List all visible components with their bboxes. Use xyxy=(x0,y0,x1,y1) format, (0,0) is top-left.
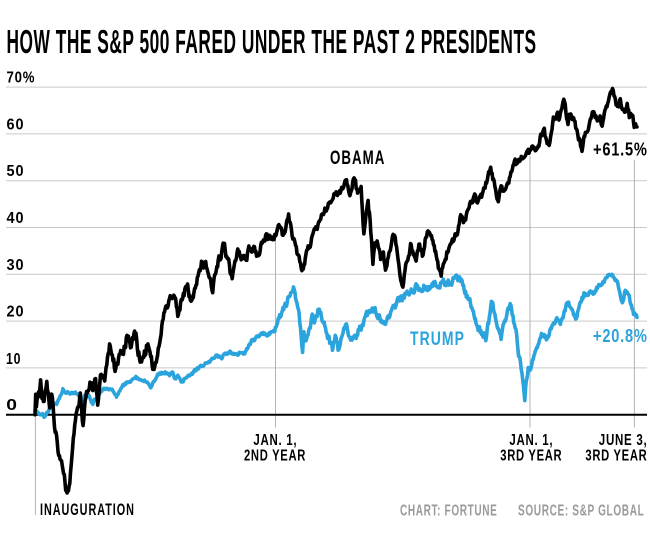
svg-text:20: 20 xyxy=(7,303,25,321)
svg-text:INAUGURATION: INAUGURATION xyxy=(40,501,135,520)
svg-text:2ND YEAR: 2ND YEAR xyxy=(244,446,306,465)
svg-text:JAN. 1,: JAN. 1, xyxy=(253,430,297,448)
svg-text:70%: 70% xyxy=(7,69,36,86)
svg-text:SOURCE: S&P GLOBAL: SOURCE: S&P GLOBAL xyxy=(518,501,644,519)
svg-text:3RD YEAR: 3RD YEAR xyxy=(500,446,562,465)
svg-text:CHART: FORTUNE: CHART: FORTUNE xyxy=(400,501,497,519)
svg-text:0: 0 xyxy=(6,396,17,414)
svg-text:10: 10 xyxy=(6,350,21,368)
svg-text:3RD YEAR: 3RD YEAR xyxy=(585,446,647,465)
svg-text:TRUMP: TRUMP xyxy=(410,328,465,350)
svg-text:60: 60 xyxy=(7,116,25,134)
svg-text:40: 40 xyxy=(7,209,25,227)
svg-text:OBAMA: OBAMA xyxy=(330,146,385,168)
svg-text:+61.5%: +61.5% xyxy=(593,139,648,160)
svg-text:JAN. 1,: JAN. 1, xyxy=(509,430,553,448)
svg-text:+20.8%: +20.8% xyxy=(593,325,648,346)
svg-text:50: 50 xyxy=(7,163,25,181)
svg-text:30: 30 xyxy=(7,256,25,274)
svg-text:JUNE 3,: JUNE 3, xyxy=(599,430,648,448)
svg-text:HOW THE S&P 500 FARED UNDER TH: HOW THE S&P 500 FARED UNDER THE PAST 2 P… xyxy=(7,23,537,61)
